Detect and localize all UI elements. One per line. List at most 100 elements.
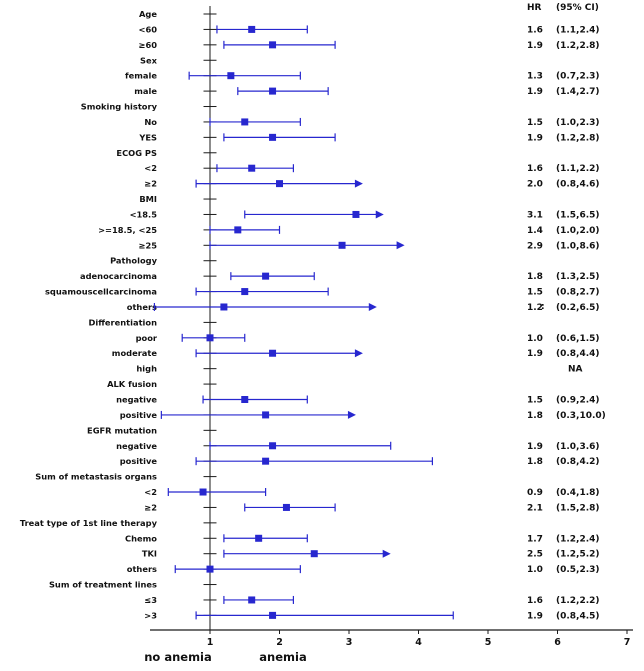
forest-row-10-2: <2 1.6 (1.1,2.2) [144,163,599,174]
ci-value: (1.0,2.0) [556,226,600,236]
ci-column-header: (95% CI) [556,3,599,13]
hr-point-square [352,210,360,218]
hr-point-square [269,611,277,619]
ci-value: (1.0,3.6) [556,442,600,452]
forest-row-9-ecog-ps: ECOG PS [116,148,217,158]
ci-value: (0.4,1.8) [556,488,600,498]
hr-value: 1.6 [527,164,543,174]
subgroup-label: YES [138,132,157,142]
hr-point-square [310,550,318,558]
ci-value: (1.1,2.4) [556,25,600,35]
forest-row-38-3: ≤3 1.6 (1.2,2.2) [144,595,599,606]
hr-point-square [269,442,277,450]
group-header-label: Smoking history [81,102,158,112]
ci-value: (1.2,2.2) [556,596,600,606]
forest-row-0-age: Age [139,9,217,19]
subgroup-label: ≥2 [144,502,157,512]
hr-value: 2.9 [527,241,543,251]
hr-value: 1.3 [527,72,543,82]
ci-value: (1.5,2.8) [556,503,600,513]
subgroup-label: Chemo [125,533,157,543]
subgroup-label: positive [120,410,158,420]
subgroup-label: <2 [144,163,157,173]
ci-value: (0.9,2.4) [556,396,600,406]
hr-value: 2.1 [527,503,543,513]
arrow-head-icon [368,302,377,311]
subgroup-label: ≥60 [139,40,158,50]
forest-row-7-no: No 1.5 (1.0,2.3) [144,117,599,128]
forest-row-24-alk-fusion: ALK fusion [107,379,217,389]
group-header-label: ECOG PS [116,148,157,158]
forest-row-31-2: <2 0.9 (0.4,1.8) [144,487,599,498]
subgroup-label: female [125,71,157,81]
forest-row-30-sum-of-metastasis-organs: Sum of metastasis organs [35,472,217,482]
hr-value: 0.9 [527,488,543,498]
ci-value: (1.2,5.2) [556,550,600,560]
forest-row-23-high: high NA [136,364,582,375]
subgroup-label: <60 [139,24,158,34]
subgroup-label: others [127,564,157,574]
arrow-head-icon [347,410,356,419]
hr-value: 1.6 [527,25,543,35]
x-axis-tick-label: 7 [624,637,631,648]
subgroup-label: ≤3 [144,595,157,605]
ci-value: (0.6,1.5) [556,334,600,344]
hr-value: 1.5 [527,396,543,406]
forest-row-27-egfr-mutation: EGFR mutation [87,425,217,435]
subgroup-label: others [127,302,157,312]
hr-point-square [269,41,277,49]
forest-row-6-smoking-history: Smoking history [81,102,217,112]
hr-value: 1.8 [527,411,543,421]
hr-value: 1.5 [527,118,543,128]
ci-value: (1.2,2.4) [556,534,600,544]
ci-value: (0.7,2.3) [556,72,600,82]
hr-point-square [248,164,256,172]
subgroup-label: negative [116,441,157,451]
subgroup-label: <2 [144,487,157,497]
subgroup-label: positive [120,456,158,466]
arrow-head-icon [354,179,363,188]
forest-row-12-bmi: BMI [139,194,217,204]
ci-value: (0.8,4.5) [556,611,600,621]
subgroup-label: high [136,364,157,374]
group-header-label: ALK fusion [107,379,157,389]
stray-colon-mark: : [541,302,545,312]
hr-point-square [338,241,346,249]
forest-row-33-treat-type-of-1st-line-therapy: Treat type of 1st line therapy [20,518,217,528]
hr-point-square [227,72,235,80]
ci-value: (1.0,2.3) [556,118,600,128]
ci-value: (0.8,2.7) [556,288,600,298]
hr-value: 1.9 [527,611,543,621]
x-axis-tick-label: 6 [554,637,561,648]
hr-point-square [248,25,256,33]
hr-value: 1.0 [527,565,543,575]
forest-row-26-positive: positive 1.8 (0.3,10.0) [120,410,606,421]
group-header-label: Pathology [110,256,158,266]
subgroup-label: poor [136,333,158,343]
hr-value: 2.0 [527,180,543,190]
hr-value: 2.5 [527,550,543,560]
forest-row-20-differentiation: Differentiation [88,317,217,327]
subgroup-label: No [144,117,157,127]
ci-value: (0.8,4.4) [556,349,600,359]
hr-value: 1.9 [527,133,543,143]
forest-row-8-yes: YES 1.9 (1.2,2.8) [138,132,599,143]
hr-value: 1.9 [527,442,543,452]
hr-value: 1.9 [527,349,543,359]
hr-value: 1.8 [527,457,543,467]
hr-point-square [234,226,242,234]
ci-value: (1.2,2.8) [556,41,600,51]
hr-value: 1.5 [527,288,543,298]
subgroup-label: moderate [112,348,158,358]
forest-row-37-sum-of-treatment-lines: Sum of treatment lines [49,580,217,590]
group-header-label: BMI [139,194,157,204]
group-header-label: Treat type of 1st line therapy [20,518,158,528]
forest-row-28-negative: negative 1.9 (1.0,3.6) [116,441,599,452]
hr-point-square [241,396,249,403]
ci-value: (1.1,2.2) [556,164,600,174]
hr-point-square [262,411,270,419]
x-axis-tick-label: 3 [346,637,353,648]
hr-value: 1.4 [527,226,543,236]
forest-row-19-others: others 1.2 (0.2,6.5): [127,302,600,313]
